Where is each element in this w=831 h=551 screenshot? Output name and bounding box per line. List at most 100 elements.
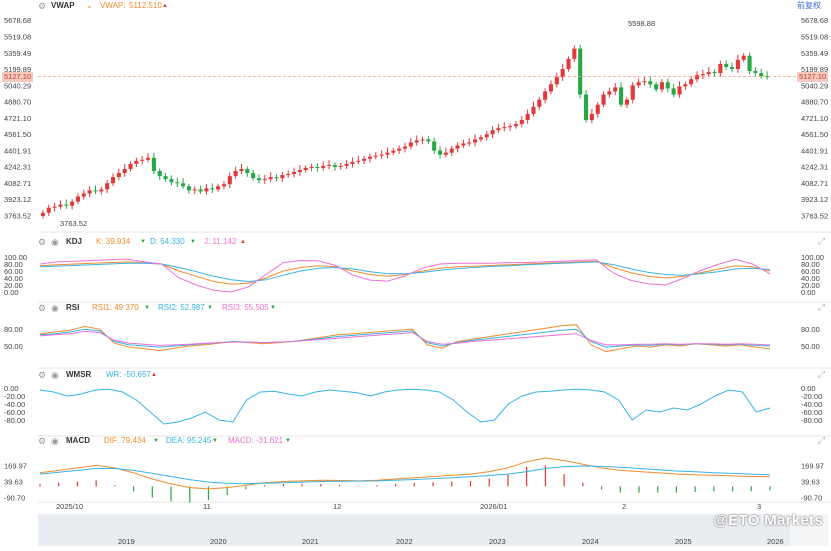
candle-body <box>227 176 232 185</box>
candle-body <box>350 161 355 164</box>
candle-body <box>198 189 203 192</box>
overview-year-label: 2021 <box>302 537 319 546</box>
expand-icon[interactable]: ⤢ <box>817 236 825 246</box>
candle-body <box>683 84 688 87</box>
wmsr-header: ⚙ ◉ WMSR WR: -50.657 ▲ <box>0 369 831 381</box>
candle-body <box>578 48 583 95</box>
candle-body <box>274 177 279 179</box>
candle-body <box>408 142 413 147</box>
wmsr-eye-icon[interactable]: ◉ <box>51 370 59 380</box>
y-tick-label-left: 4880.70 <box>4 98 31 107</box>
candle-body <box>134 160 139 164</box>
candle-body <box>122 168 127 174</box>
y-tick-label-left: 4242.31 <box>4 163 31 172</box>
candle-body <box>327 164 332 166</box>
candle-body <box>356 160 361 162</box>
candle-body <box>619 87 624 105</box>
candle-body <box>753 71 758 74</box>
y-tick-label-right: 169.97 <box>801 461 824 470</box>
low-annotation: 3763.52 <box>60 219 87 228</box>
y-tick-label-right: 4242.31 <box>801 163 828 172</box>
candle-body <box>239 168 244 172</box>
kdj-settings-gear-icon[interactable]: ⚙ <box>38 237 47 247</box>
rsi2-value: RSI2: 52.987 <box>158 303 205 312</box>
rsi-eye-icon[interactable]: ◉ <box>51 303 59 313</box>
candle-body <box>729 66 735 70</box>
candle-body <box>508 126 513 128</box>
rsi-settings-gear-icon[interactable]: ⚙ <box>38 303 47 313</box>
adjust-button[interactable]: 前复权 <box>797 1 821 10</box>
candle-body <box>309 166 314 168</box>
kdj-eye-icon[interactable]: ◉ <box>51 237 59 247</box>
dea-value: DEA: 95.245 <box>166 436 212 445</box>
candle-body <box>321 165 326 168</box>
x-axis-label: 3 <box>757 502 761 511</box>
candle-body <box>671 88 676 95</box>
watermark-logo: @ETO Markets <box>713 512 823 529</box>
wmsr-settings-gear-icon[interactable]: ⚙ <box>38 370 47 380</box>
y-tick-label-right: 0.00 <box>801 384 816 393</box>
main-header: ⚙ VWAP ⌄ VWAP: 5112.510 ▲ <box>0 0 831 12</box>
candle-body <box>105 183 110 190</box>
y-tick-label-left: -60.00 <box>4 408 25 417</box>
rsi-label: RSI <box>66 303 80 312</box>
candle-body <box>548 84 554 92</box>
main-indicator-label: VWAP <box>51 1 75 10</box>
overview-year-label: 2019 <box>118 537 135 546</box>
candle-body <box>712 72 717 74</box>
last-price-tag-left: 5127.10 <box>2 72 34 82</box>
overview-year-label: 2026 <box>767 537 784 546</box>
candle-body <box>724 63 729 67</box>
candle-body <box>151 157 156 172</box>
candle-body <box>373 155 378 157</box>
candle-body <box>449 148 454 153</box>
y-tick-label-left: 20.00 <box>4 281 23 290</box>
candle-body <box>140 159 145 161</box>
macd-settings-gear-icon[interactable]: ⚙ <box>38 436 47 446</box>
y-tick-label-right: 100.00 <box>801 253 824 262</box>
series-line-rsi1 <box>39 324 771 353</box>
candle-body <box>677 86 682 95</box>
rsi3-value: RSI3: 55.505 <box>222 303 269 312</box>
y-tick-label-left: -80.00 <box>4 416 25 425</box>
macd-eye-icon[interactable]: ◉ <box>51 436 59 446</box>
expand-icon[interactable]: ⤢ <box>817 435 825 445</box>
candle-body <box>735 59 740 70</box>
candle-body <box>765 76 770 78</box>
candle-body <box>513 124 519 127</box>
candle-body <box>525 113 530 121</box>
y-tick-label-left: 50.00 <box>4 342 23 351</box>
series-line-rsi3 <box>39 330 771 346</box>
candle-body <box>116 173 121 178</box>
candle-body <box>315 166 320 168</box>
candle-body <box>531 106 536 114</box>
candle-body <box>694 75 700 80</box>
macd-line-dif <box>39 457 771 490</box>
y-tick-label-right: 5519.08 <box>801 32 828 41</box>
candle-body <box>145 157 151 160</box>
candle-body <box>40 212 45 216</box>
y-tick-label-right: 3923.12 <box>801 195 828 204</box>
expand-icon[interactable]: ⤢ <box>817 369 825 379</box>
candle-body <box>268 177 273 180</box>
y-tick-label-left: 4721.10 <box>4 114 31 123</box>
rsi-header: ⚙ ◉ RSI RSI1: 49.370 ▼ RSI2: 52.987 ▼ RS… <box>0 302 831 314</box>
chevron-down-icon[interactable]: ⌄ <box>86 1 93 10</box>
expand-icon[interactable]: ⤢ <box>817 302 825 312</box>
y-tick-label-right: 5040.29 <box>801 81 828 90</box>
settings-gear-icon[interactable]: ⚙ <box>38 1 47 11</box>
candle-body <box>560 69 565 78</box>
y-tick-label-right: 40.00 <box>801 274 820 283</box>
candle-body <box>583 94 589 121</box>
candle-body <box>595 104 600 114</box>
candle-body <box>297 169 302 173</box>
candle-body <box>99 189 104 192</box>
candle-body <box>169 179 174 183</box>
macd-label: MACD <box>66 436 90 445</box>
y-tick-label-right: 0.00 <box>801 288 816 297</box>
candle-body <box>437 150 443 155</box>
candle-body <box>589 113 594 121</box>
overview-year-label: 2022 <box>396 537 413 546</box>
candle-body <box>572 48 577 59</box>
